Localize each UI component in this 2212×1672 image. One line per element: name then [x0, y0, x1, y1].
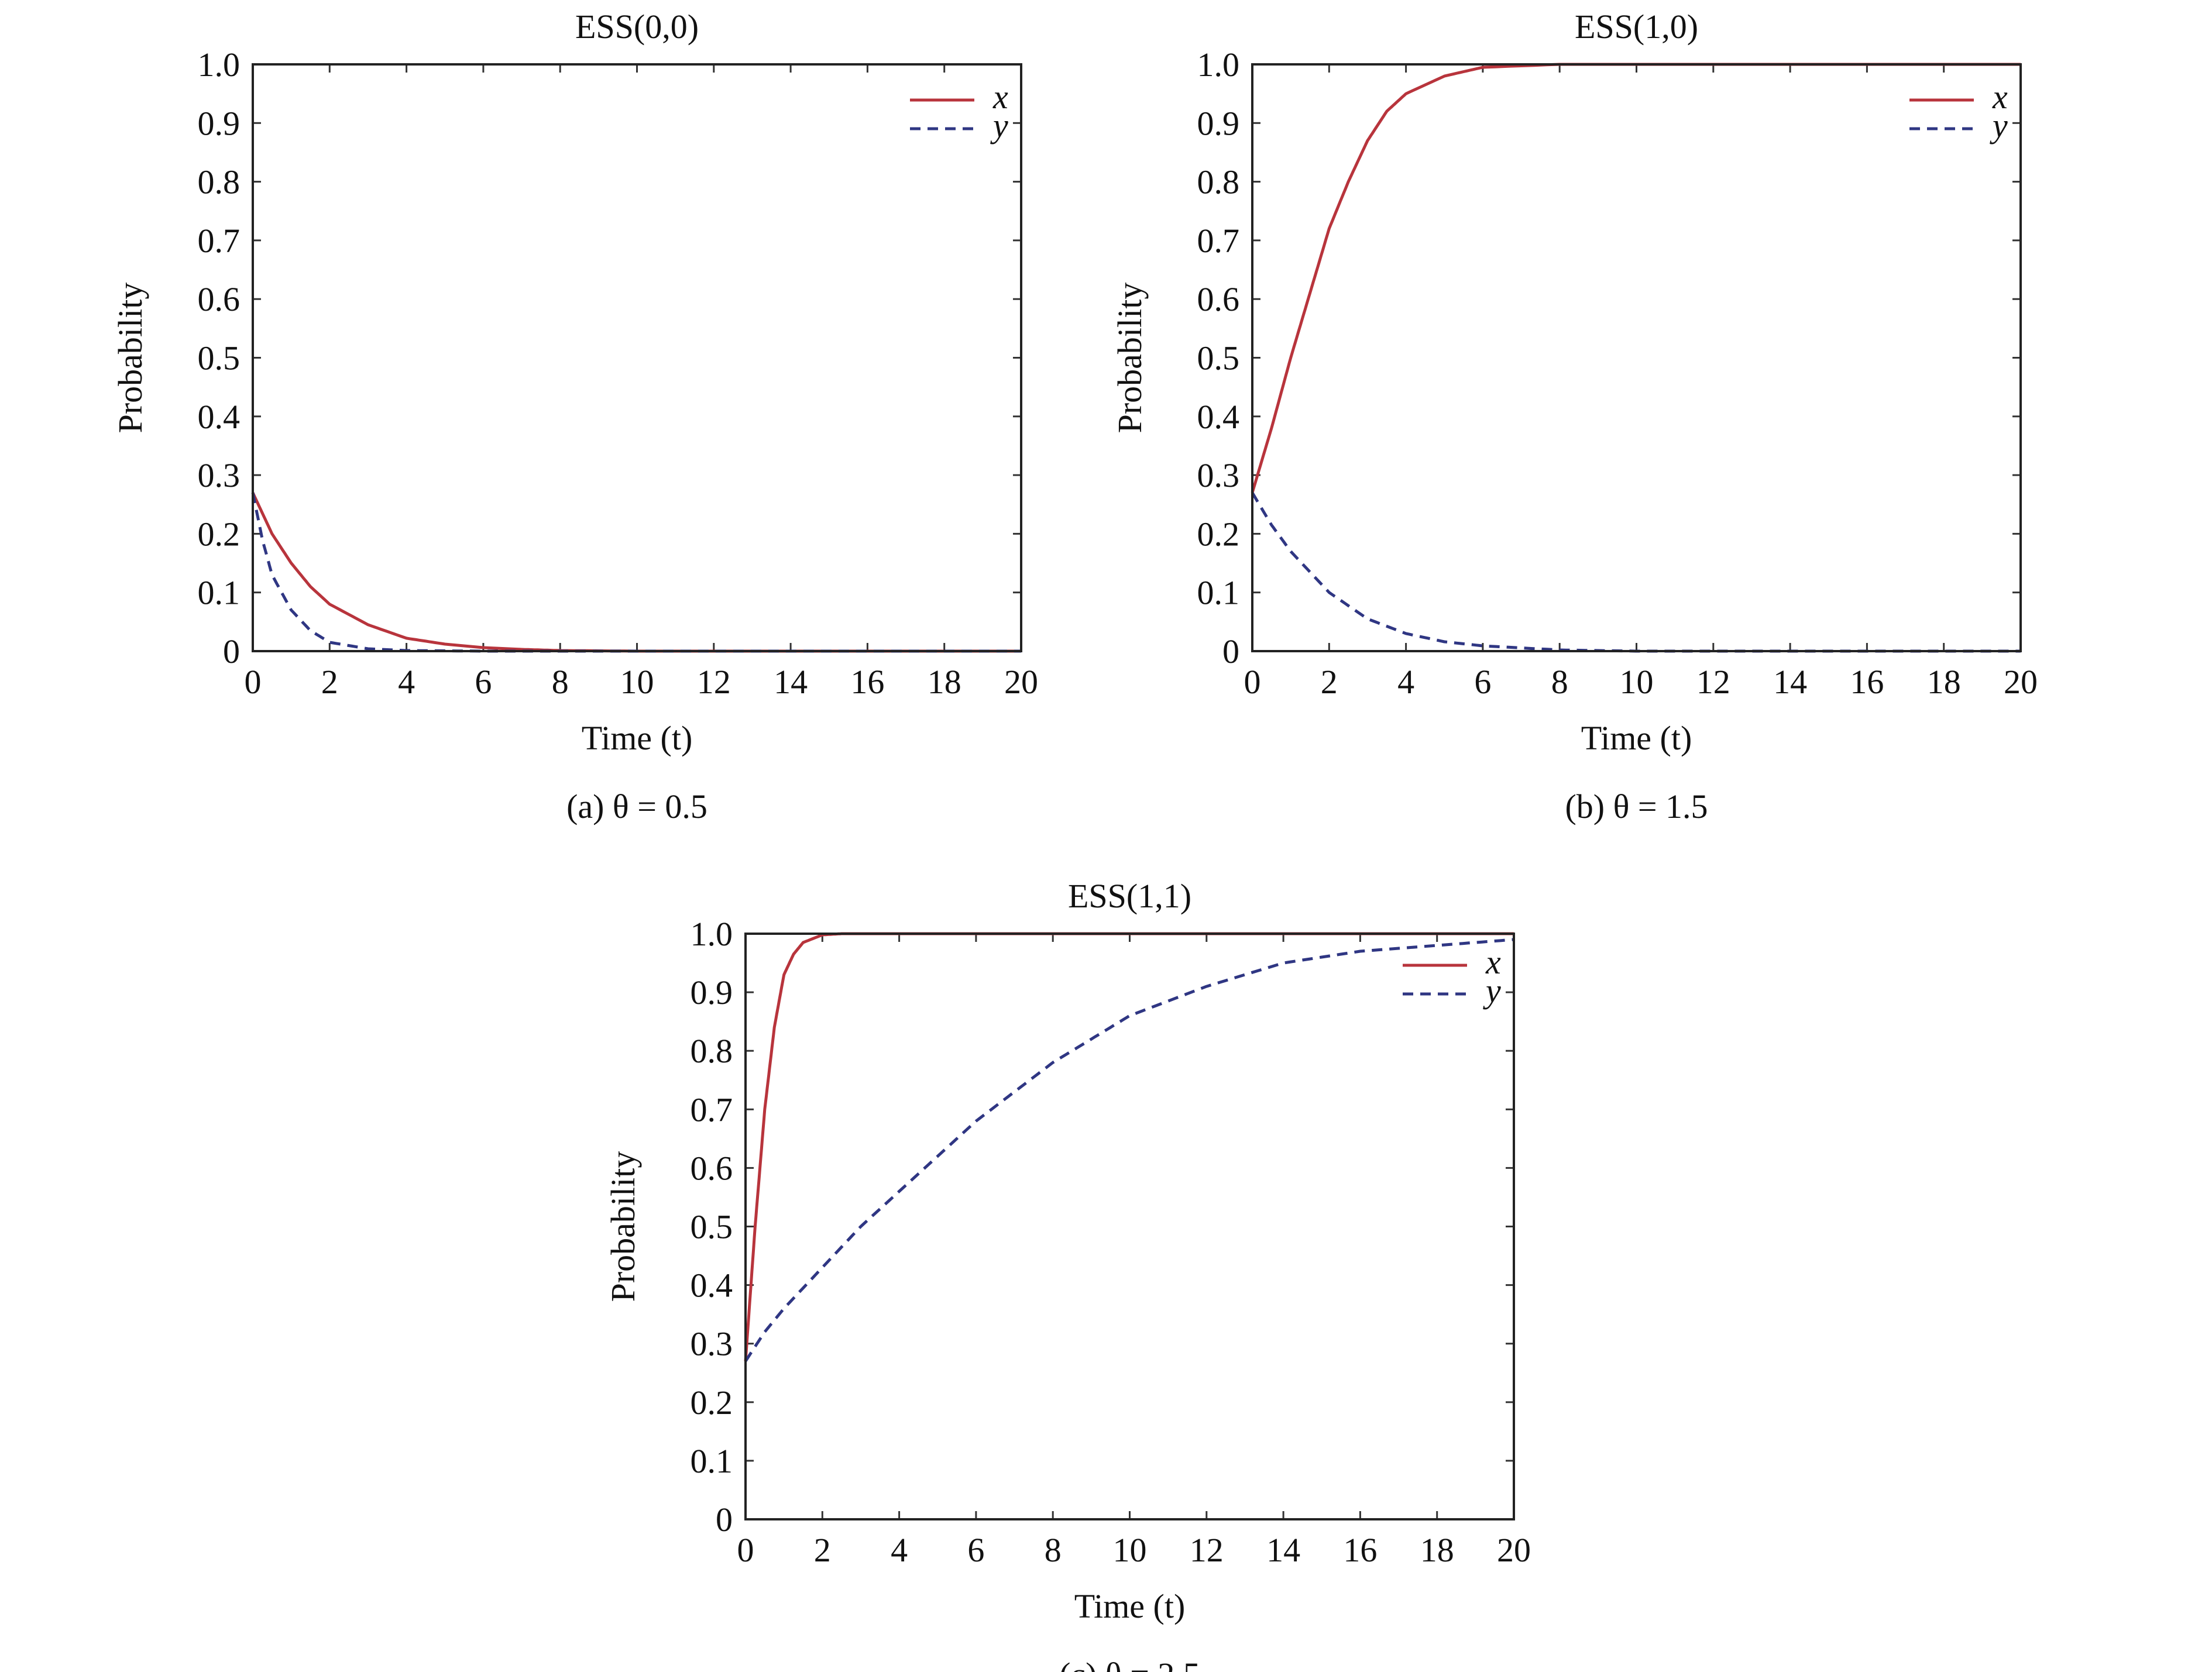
x-tick-label: 0 [1244, 663, 1261, 701]
y-tick-label: 1.0 [1197, 46, 1240, 84]
x-tick-label: 6 [967, 1531, 984, 1569]
series-y-line [1251, 491, 2021, 653]
y-tick-label: 0.2 [691, 1384, 733, 1422]
x-tick-label: 4 [891, 1531, 908, 1569]
subplot-b: ESS(1,0) 0 2 4 6 8 10 12 14 16 18 20 0 0.1 0.2 0.3 0.4 0.… [1111, 8, 2038, 825]
x-tick-label: 8 [1045, 1531, 1062, 1569]
subplot-c: ESS(1,1) 0 2 4 6 8 10 12 14 16 18 20 0 0.1 0.2 0.3 0.4 0.… [604, 877, 1531, 1672]
y-tick-label: 0.1 [691, 1442, 733, 1480]
subplot-a: ESS(0,0) 0 2 4 6 8 10 12 14 16 18 20 0 0.1 0.2 0.3 0.4 0.… [111, 8, 1038, 825]
y-tick-label: 0.9 [691, 973, 733, 1012]
x-tick-label: 6 [1474, 663, 1491, 701]
y-tick-label: 1.0 [198, 46, 241, 84]
y-tick-label: 0.3 [691, 1325, 733, 1363]
y-axis-label: Probability [111, 283, 149, 434]
y-tick-label: 0.3 [1197, 456, 1240, 494]
y-tick-label: 0.6 [1197, 280, 1240, 318]
y-tick-label: 0.5 [1197, 339, 1240, 377]
series-y-line [744, 938, 1514, 1363]
series-y-line [251, 492, 1021, 653]
legend-x-label: x [992, 78, 1008, 116]
subplot-caption: (c) θ = 2.5 [1059, 1656, 1200, 1672]
x-tick-label: 18 [928, 663, 961, 701]
series-x-line [744, 932, 1514, 1361]
subplot-caption: (b) θ = 1.5 [1565, 787, 1708, 825]
legend-x-label: x [1485, 943, 1501, 981]
plot-frame [744, 933, 1515, 1520]
x-tick-label: 14 [774, 663, 808, 701]
x-tick-label: 14 [1266, 1531, 1300, 1569]
y-tick-label: 0 [716, 1501, 733, 1539]
y-tick-label: 1.0 [691, 915, 733, 953]
y-axis-label: Probability [1111, 283, 1149, 434]
x-tick-label: 8 [1551, 663, 1568, 701]
x-tick-label: 10 [1113, 1531, 1147, 1569]
y-tick-label: 0.2 [1197, 515, 1240, 553]
y-tick-label: 0.7 [691, 1090, 733, 1129]
y-tick-label: 0.5 [198, 339, 241, 377]
x-tick-label: 4 [1397, 663, 1414, 701]
legend-y-label: y [1990, 106, 2008, 145]
x-tick-label: 10 [1620, 663, 1654, 701]
y-tick-label: 0.4 [691, 1267, 733, 1305]
y-tick-label: 0.9 [198, 104, 241, 142]
y-tick-label: 0.8 [1197, 163, 1240, 201]
y-tick-label: 0 [223, 632, 240, 670]
x-tick-label: 0 [737, 1531, 754, 1569]
legend-y-label: y [1483, 972, 1501, 1010]
x-tick-label: 12 [1696, 663, 1730, 701]
x-tick-label: 14 [1773, 663, 1807, 701]
x-tick-label: 2 [814, 1531, 831, 1569]
x-tick-label: 2 [321, 663, 338, 701]
x-tick-label: 16 [1343, 1531, 1377, 1569]
x-tick-label: 18 [1927, 663, 1961, 701]
x-tick-label: 20 [1004, 663, 1038, 701]
y-tick-label: 0.7 [1197, 222, 1240, 260]
x-tick-label: 18 [1420, 1531, 1454, 1569]
subplot-caption: (a) θ = 0.5 [566, 787, 707, 825]
y-tick-label: 0.1 [198, 574, 241, 612]
y-tick-label: 0.3 [198, 456, 241, 494]
plot-frame [252, 63, 1022, 652]
x-tick-label: 20 [1497, 1531, 1531, 1569]
chart-title: ESS(1,1) [1068, 877, 1191, 915]
chart-title: ESS(0,0) [575, 8, 699, 46]
x-axis-label: Time (t) [1581, 719, 1692, 757]
chart-title: ESS(1,0) [1575, 8, 1698, 46]
y-tick-label: 0.1 [1197, 574, 1240, 612]
legend-y-label: y [990, 106, 1008, 145]
x-tick-label: 10 [620, 663, 654, 701]
y-tick-label: 0.7 [198, 222, 241, 260]
x-axis-label: Time (t) [1074, 1587, 1186, 1625]
plot-frame [1251, 63, 2022, 652]
x-tick-label: 16 [850, 663, 884, 701]
legend-x-label: x [1992, 78, 2008, 116]
series-x-line [1251, 63, 2021, 493]
x-axis-label: Time (t) [582, 719, 693, 757]
x-tick-label: 0 [245, 663, 262, 701]
y-axis-label: Probability [604, 1151, 642, 1302]
y-tick-label: 0.6 [691, 1149, 733, 1187]
x-tick-label: 8 [552, 663, 569, 701]
series-x-line [251, 492, 1021, 653]
y-tick-label: 0.4 [1197, 398, 1240, 436]
y-tick-label: 0.8 [198, 163, 241, 201]
y-tick-label: 0.6 [198, 280, 241, 318]
x-tick-label: 4 [398, 663, 415, 701]
y-tick-label: 0.8 [691, 1032, 733, 1070]
x-tick-label: 16 [1850, 663, 1884, 701]
y-tick-label: 0.2 [198, 515, 241, 553]
x-tick-label: 20 [2004, 663, 2038, 701]
y-tick-label: 0 [1222, 632, 1239, 670]
y-tick-label: 0.4 [198, 398, 241, 436]
x-tick-label: 6 [475, 663, 492, 701]
y-tick-label: 0.5 [691, 1208, 733, 1246]
x-tick-label: 12 [697, 663, 731, 701]
x-tick-label: 12 [1190, 1531, 1224, 1569]
x-tick-label: 2 [1321, 663, 1338, 701]
y-tick-label: 0.9 [1197, 104, 1240, 142]
